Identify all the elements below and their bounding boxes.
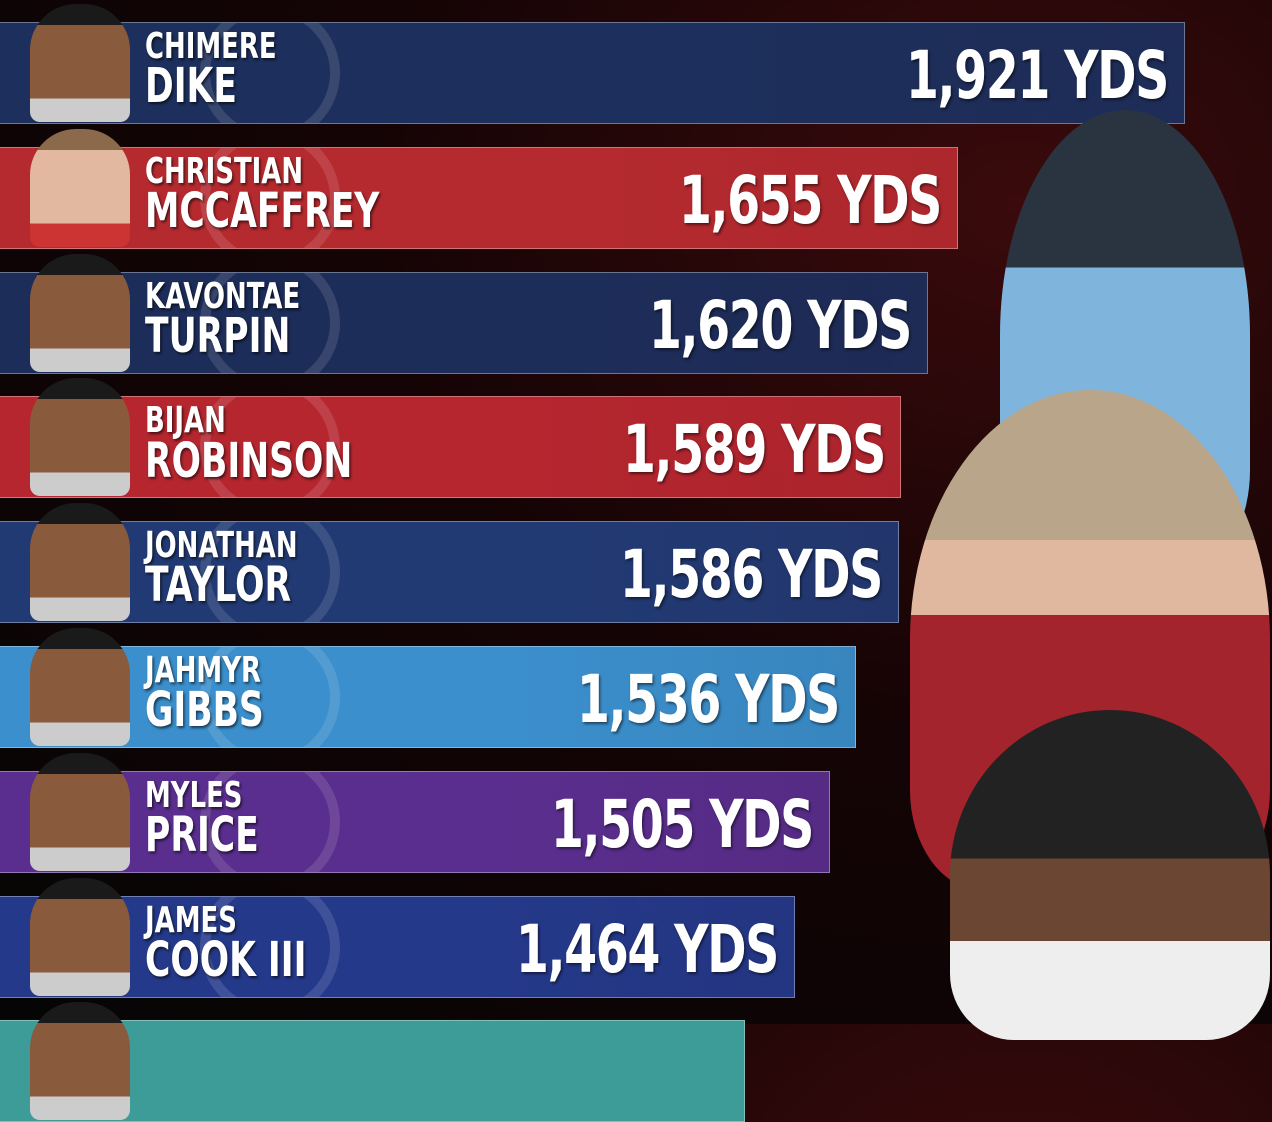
team-logo-watermark [200, 896, 340, 997]
bar: 1,536 YDS [0, 646, 857, 748]
player-first-name: KAVONTAE [145, 275, 301, 317]
player-name: CHIMERE DIKE [145, 26, 277, 115]
bar-value-label: 1,655 YDS [678, 161, 942, 239]
bar: 1,921 YDS [0, 22, 1185, 124]
player-first-name: CHIMERE [145, 26, 277, 67]
bar: 1,589 YDS [0, 396, 902, 499]
player-last-name: DIKE [145, 58, 237, 115]
team-logo-watermark [200, 272, 340, 373]
player-photos-collage [830, 100, 1272, 1040]
player-headshot [30, 1002, 130, 1121]
player-headshot [30, 752, 130, 871]
player-last-name: ROBINSON [145, 432, 353, 489]
player-last-name: COOK III [145, 931, 307, 988]
bar: 1,505 YDS [0, 770, 830, 873]
player-last-name: PRICE [145, 806, 259, 863]
player-name: JAMES COOK III [145, 899, 307, 988]
player-first-name: JAMES [145, 899, 237, 941]
player-headshot [30, 877, 130, 996]
player-name: JAHMYR GIBBS [145, 650, 264, 739]
player-first-name: CHRISTIAN [145, 150, 304, 192]
bar: 1,655 YDS [0, 146, 958, 249]
player-name: CHRISTIAN MCCAFFREY [145, 150, 380, 239]
player-last-name: GIBBS [145, 682, 264, 739]
bar-value-label: 1,505 YDS [550, 785, 814, 863]
bar-value-label: 1,620 YDS [648, 286, 912, 364]
team-logo-watermark [200, 771, 340, 872]
player-headshot [30, 628, 130, 746]
player-headshot [30, 253, 130, 372]
player-first-name: BIJAN [145, 400, 226, 442]
player-name: JONATHAN TAYLOR [145, 525, 298, 614]
falcons-player-photo [950, 710, 1270, 1040]
team-logo-watermark [200, 23, 340, 123]
team-logo-watermark [200, 522, 340, 623]
player-headshot [30, 503, 130, 622]
bar-value-label: 1,586 YDS [619, 536, 883, 614]
player-first-name: JONATHAN [145, 525, 298, 567]
player-first-name: MYLES [145, 774, 243, 816]
team-logo-watermark [200, 147, 340, 248]
player-last-name: TAYLOR [145, 557, 292, 614]
bar: 1,464 YDS [0, 895, 795, 998]
player-name: MYLES PRICE [145, 774, 259, 863]
bar-value-label: 1,536 YDS [577, 661, 840, 738]
player-headshot [30, 378, 130, 497]
player-last-name: TURPIN [145, 307, 291, 364]
player-name: KAVONTAE TURPIN [145, 275, 301, 364]
bar: 1,620 YDS [0, 271, 928, 374]
bar-value-label: 1,464 YDS [515, 910, 779, 988]
bar-value-label: 1,589 YDS [622, 411, 885, 489]
bar-value-label: 1,921 YDS [906, 37, 1169, 114]
team-logo-watermark [200, 397, 340, 498]
player-headshot [30, 4, 130, 122]
player-last-name: MCCAFFREY [145, 182, 380, 239]
bar: 1,586 YDS [0, 521, 899, 624]
player-headshot [30, 128, 130, 247]
player-first-name: JAHMYR [145, 650, 261, 691]
team-logo-watermark [200, 647, 340, 747]
player-name: BIJAN ROBINSON [145, 400, 353, 489]
